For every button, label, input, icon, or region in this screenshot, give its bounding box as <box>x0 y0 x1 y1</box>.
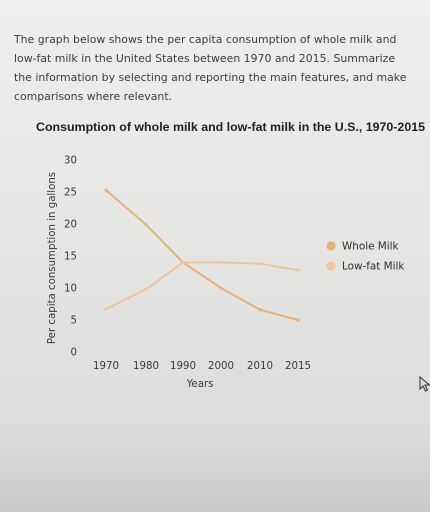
y-axis-ticks: 0 5 10 15 20 25 30 <box>64 156 77 359</box>
x-tick-label: 2000 <box>208 361 234 372</box>
chart-title: Consumption of whole milk and low-fat mi… <box>36 120 425 134</box>
mouse-pointer-icon <box>419 376 430 392</box>
x-axis-ticks: 1970 1980 1990 2000 2010 2015 <box>93 361 311 372</box>
data-point <box>296 268 300 272</box>
y-tick-label: 30 <box>64 156 77 167</box>
x-tick-label: 2015 <box>285 361 311 372</box>
data-point <box>258 262 262 266</box>
data-point <box>104 188 108 192</box>
y-tick-label: 20 <box>64 220 77 231</box>
chart-legend: Whole Milk Low-fat Milk <box>326 241 404 273</box>
x-tick-label: 1990 <box>170 361 196 372</box>
x-tick-label: 2010 <box>247 361 273 372</box>
x-axis-title: Years <box>186 379 214 390</box>
data-point <box>104 307 108 311</box>
legend-label: Whole Milk <box>342 241 399 253</box>
y-axis-title: Per capita consumption in gallons <box>47 172 58 344</box>
legend-swatch <box>326 241 336 251</box>
y-tick-label: 25 <box>64 188 77 199</box>
y-tick-label: 5 <box>71 316 77 327</box>
data-point <box>296 318 300 322</box>
data-point <box>258 308 262 312</box>
series-line-low-fat-milk <box>105 261 299 311</box>
y-tick-label: 10 <box>64 284 77 295</box>
series-layer <box>104 188 300 322</box>
legend-swatch <box>326 261 336 271</box>
y-tick-label: 0 <box>71 348 77 359</box>
x-tick-label: 1980 <box>133 361 159 372</box>
data-point <box>219 286 223 290</box>
data-point <box>219 260 223 264</box>
x-tick-label: 1970 <box>93 361 119 372</box>
data-point <box>181 260 185 264</box>
legend-label: Low-fat Milk <box>342 261 404 273</box>
series-line-whole-milk <box>105 189 299 321</box>
task-prompt: The graph below shows the per capita con… <box>14 33 407 103</box>
data-point <box>144 287 148 291</box>
data-point <box>144 223 148 227</box>
y-tick-label: 15 <box>64 252 77 263</box>
